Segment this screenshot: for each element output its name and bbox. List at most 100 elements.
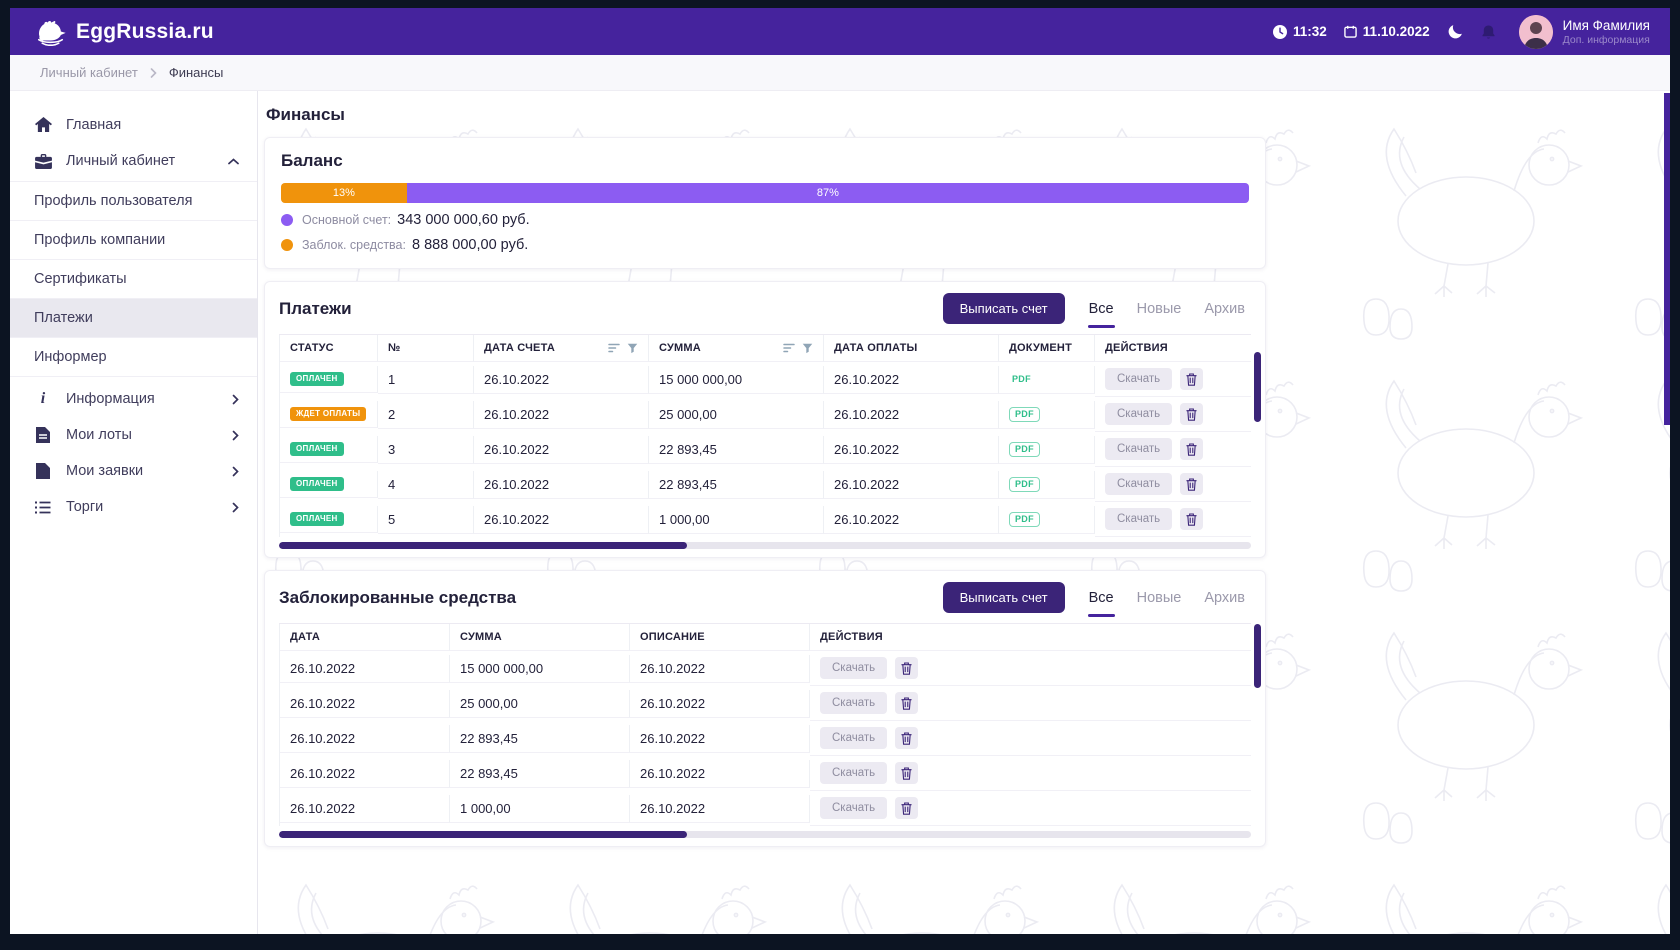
- legend-label: Основной счет:: [302, 213, 392, 227]
- pay-date-cell: 26.10.2022: [824, 505, 999, 534]
- delete-button[interactable]: [895, 657, 919, 679]
- delete-button[interactable]: [1180, 508, 1204, 530]
- user-menu[interactable]: Имя Фамилия Доп. информация: [1518, 14, 1650, 49]
- sort-icon[interactable]: [608, 343, 620, 353]
- pay-date-cell: 26.10.2022: [824, 435, 999, 464]
- delete-button[interactable]: [1180, 368, 1204, 390]
- dark-mode-toggle[interactable]: [1447, 23, 1464, 40]
- sidebar-item-label: Сертификаты: [34, 271, 127, 287]
- download-button[interactable]: Скачать: [1105, 508, 1173, 530]
- create-invoice-button[interactable]: Выписать счет: [942, 582, 1065, 613]
- download-button[interactable]: Скачать: [820, 692, 888, 714]
- blocked-horizontal-scrollbar[interactable]: [279, 831, 1251, 838]
- amount-cell: 22 893,45: [649, 470, 824, 499]
- sidebar-subgroup: Профиль пользователя Профиль компании Се…: [10, 181, 257, 377]
- sort-icon[interactable]: [783, 343, 795, 353]
- trash-icon: [1186, 512, 1197, 526]
- sidebar-item-personal-cabinet[interactable]: Личный кабинет: [10, 143, 257, 179]
- download-button[interactable]: Скачать: [820, 797, 888, 819]
- table-row: 26.10.2022 22 893,45 26.10.2022 Скачать: [280, 756, 1251, 791]
- breadcrumb: Личный кабинет Финансы: [10, 55, 1670, 91]
- sidebar-item-my-requests[interactable]: Мои заявки: [10, 453, 257, 489]
- download-button[interactable]: Скачать: [1105, 438, 1173, 460]
- download-button[interactable]: Скачать: [1105, 473, 1173, 495]
- create-invoice-button[interactable]: Выписать счет: [942, 293, 1065, 324]
- pdf-badge[interactable]: PDF: [1009, 441, 1040, 457]
- col-amount: СУММА: [450, 624, 630, 651]
- breadcrumb-root[interactable]: Личный кабинет: [40, 65, 138, 80]
- sidebar-item-informer[interactable]: Информер: [10, 338, 257, 377]
- sidebar-item-certificates[interactable]: Сертификаты: [10, 260, 257, 299]
- sidebar-item-company-profile[interactable]: Профиль компании: [10, 221, 257, 260]
- blocked-vertical-scrollbar[interactable]: [1254, 624, 1261, 688]
- scrollbar-thumb[interactable]: [279, 831, 688, 838]
- amount-cell: 15 000 000,00: [649, 365, 824, 394]
- tab-archive[interactable]: Архив: [1204, 300, 1245, 317]
- download-button[interactable]: Скачать: [820, 762, 888, 784]
- document-icon: [34, 463, 52, 479]
- balance-title: Баланс: [281, 151, 343, 170]
- brand-logo[interactable]: EggRussia.ru: [34, 17, 214, 46]
- filter-icon[interactable]: [627, 343, 638, 354]
- invoice-date-cell: 26.10.2022: [474, 435, 649, 464]
- status-cell: ОПЛАЧЕН: [280, 366, 378, 393]
- notifications-button[interactable]: [1481, 24, 1496, 40]
- tab-archive[interactable]: Архив: [1204, 589, 1245, 606]
- delete-button[interactable]: [1180, 473, 1204, 495]
- status-cell: ОПЛАЧЕН: [280, 506, 378, 533]
- delete-button[interactable]: [1180, 403, 1204, 425]
- pdf-badge[interactable]: PDF: [1009, 511, 1040, 527]
- blocked-tabs: Все Новые Архив: [1087, 589, 1247, 617]
- sidebar-item-information[interactable]: i Информация: [10, 381, 257, 417]
- delete-button[interactable]: [895, 797, 919, 819]
- col-label: ДАТА СЧЕТА: [484, 342, 555, 354]
- chevron-up-icon: [228, 157, 239, 165]
- sidebar-item-auctions[interactable]: Торги: [10, 489, 257, 525]
- app-window: EggRussia.ru 11:32 11.10.2022: [10, 8, 1670, 934]
- tab-all[interactable]: Все: [1087, 589, 1115, 617]
- pdf-badge[interactable]: PDF: [1009, 476, 1040, 492]
- download-button[interactable]: Скачать: [820, 727, 888, 749]
- description-cell: 26.10.2022: [630, 689, 810, 718]
- delete-button[interactable]: [895, 727, 919, 749]
- legend-value: 8 888 000,00 руб.: [411, 237, 529, 253]
- legend-blocked-funds: Заблок. средства: 8 888 000,00 руб.: [281, 237, 1249, 253]
- sidebar-item-user-profile[interactable]: Профиль пользователя: [10, 182, 257, 221]
- number-cell: 2: [378, 400, 474, 429]
- user-extra-info: Доп. информация: [1562, 33, 1650, 46]
- download-button[interactable]: Скачать: [1105, 403, 1173, 425]
- sidebar-item-label: Информация: [66, 391, 155, 407]
- status-badge: ОПЛАЧЕН: [290, 477, 344, 491]
- scrollbar-thumb[interactable]: [279, 542, 688, 549]
- download-button[interactable]: Скачать: [1105, 368, 1173, 390]
- date-cell: 26.10.2022: [280, 654, 450, 683]
- status-badge: ОПЛАЧЕН: [290, 442, 344, 456]
- sidebar-item-label: Информер: [34, 349, 107, 365]
- page-title: Финансы: [266, 105, 345, 124]
- actions-cell: Скачать: [810, 721, 1251, 756]
- pdf-badge[interactable]: PDF: [1012, 373, 1031, 384]
- tab-new[interactable]: Новые: [1136, 589, 1182, 606]
- download-button[interactable]: Скачать: [820, 657, 888, 679]
- col-date: ДАТА: [280, 624, 450, 651]
- moon-icon: [1448, 25, 1462, 39]
- payments-horizontal-scrollbar[interactable]: [279, 542, 1251, 549]
- table-row: ЖДЕТ ОПЛАТЫ 2 26.10.2022 25 000,00 26.10…: [280, 397, 1251, 432]
- invoice-date-cell: 26.10.2022: [474, 400, 649, 429]
- sidebar-item-my-lots[interactable]: Мои лоты: [10, 417, 257, 453]
- payments-vertical-scrollbar[interactable]: [1254, 352, 1261, 422]
- delete-button[interactable]: [895, 692, 919, 714]
- sidebar-item-home[interactable]: Главная: [10, 107, 257, 143]
- col-pay-date: ДАТА ОПЛАТЫ: [824, 335, 999, 362]
- sidebar-item-payments[interactable]: Платежи: [10, 299, 257, 338]
- sidebar-item-label: Главная: [66, 117, 122, 133]
- tab-all[interactable]: Все: [1087, 300, 1115, 328]
- filter-icon[interactable]: [802, 343, 813, 354]
- amount-cell: 22 893,45: [649, 435, 824, 464]
- pdf-badge[interactable]: PDF: [1009, 406, 1040, 422]
- delete-button[interactable]: [1180, 438, 1204, 460]
- tab-new[interactable]: Новые: [1136, 300, 1182, 317]
- delete-button[interactable]: [895, 762, 919, 784]
- date-cell: 26.10.2022: [280, 689, 450, 718]
- page-vertical-scrollbar[interactable]: [1664, 93, 1670, 425]
